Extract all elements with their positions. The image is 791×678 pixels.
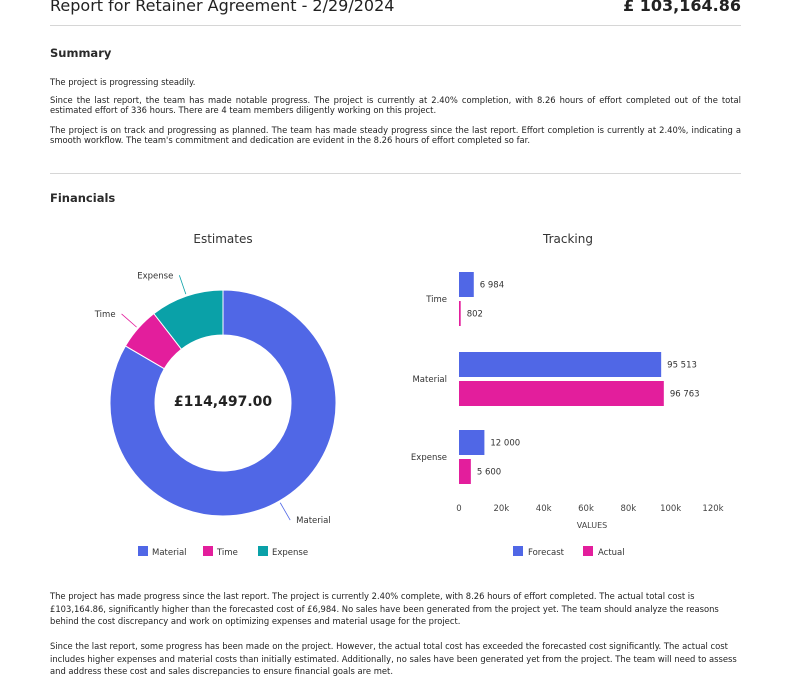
pie-slice-material (109, 289, 337, 517)
financial-charts: Estimates Material Time Expense £114,497.0… (94, 232, 724, 558)
tracking-bar-chart: Time 6 984 802 Material 95 513 96 763 Expense 1… (411, 272, 700, 484)
x-tick-label: 80k (620, 504, 636, 514)
bar-category-label: Material (412, 375, 447, 385)
bar-forecast-material (459, 352, 662, 377)
pie-label-material: Material (296, 516, 331, 526)
pie-leader-line (121, 313, 137, 328)
bar-actual-time (459, 301, 461, 326)
summary-paragraph: The project is progressing steadily. (50, 77, 196, 87)
section-divider (50, 173, 741, 174)
summary-heading: Summary (50, 46, 112, 60)
bar-value-label: 5 600 (477, 468, 501, 478)
pie-label-time: Time (94, 310, 116, 320)
summary-paragraph: The project is on track and progressing … (50, 125, 741, 146)
legend-label-material: Material (152, 548, 187, 558)
estimates-legend: Material Time Expense (138, 546, 308, 558)
tracking-x-axis: 0 20k 40k 60k 80k 100k 120k (456, 504, 723, 514)
bar-value-label: 95 513 (667, 361, 697, 371)
report-header: Report for Retainer Agreement - 2/29/202… (50, 0, 741, 24)
bar-forecast-expense (459, 430, 485, 455)
tracking-x-axis-label: VALUES (577, 521, 607, 530)
bar-forecast-time (459, 272, 474, 297)
x-tick-label: 60k (578, 504, 594, 514)
x-tick-label: 0 (456, 504, 461, 514)
bar-value-label: 802 (467, 310, 483, 320)
bar-category-label: Expense (411, 453, 447, 463)
pie-slice-expense (153, 289, 224, 350)
bar-value-label: 96 763 (670, 390, 700, 400)
legend-label-forecast: Forecast (528, 548, 565, 558)
bar-actual-expense (459, 459, 471, 484)
legend-label-expense: Expense (272, 548, 308, 558)
legend-swatch-material (138, 546, 148, 556)
legend-label-time: Time (216, 548, 238, 558)
pie-leader-line (279, 502, 291, 521)
x-tick-label: 40k (536, 504, 552, 514)
tracking-chart-title: Tracking (542, 232, 593, 246)
x-tick-label: 100k (660, 504, 681, 514)
analysis-paragraph: The project has made progress since the … (50, 591, 719, 626)
analysis-paragraph: Since the last report, some progress has… (50, 641, 737, 676)
bar-actual-material (459, 381, 664, 406)
report-title: Report for Retainer Agreement - 2/29/202… (50, 0, 395, 15)
pie-label-expense: Expense (137, 271, 173, 281)
legend-swatch-actual (583, 546, 593, 556)
estimates-donut-chart: Material Time Expense (94, 271, 337, 526)
pie-leader-line (178, 275, 187, 295)
legend-swatch-time (203, 546, 213, 556)
x-tick-label: 20k (493, 504, 509, 514)
financials-heading: Financials (50, 191, 116, 205)
tracking-legend: Forecast Actual (513, 546, 625, 558)
estimates-chart-title: Estimates (193, 232, 252, 246)
legend-swatch-forecast (513, 546, 523, 556)
legend-swatch-expense (258, 546, 268, 556)
summary-paragraph: Since the last report, the team has made… (50, 95, 741, 116)
bar-category-label: Time (425, 295, 447, 305)
bar-value-label: 12 000 (490, 439, 520, 449)
legend-label-actual: Actual (598, 548, 625, 558)
total-amount: £ 103,164.86 (623, 0, 741, 15)
bar-value-label: 6 984 (480, 281, 504, 291)
x-tick-label: 120k (702, 504, 723, 514)
header-divider (50, 25, 741, 26)
estimates-center-total: £114,497.00 (174, 394, 273, 410)
